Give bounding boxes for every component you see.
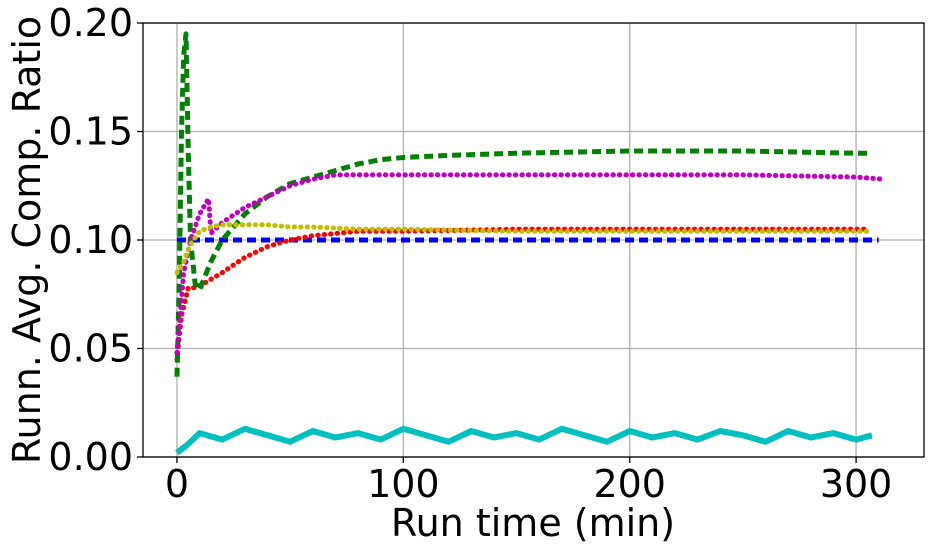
x-tick-label: 100: [367, 462, 440, 506]
y-axis-label: Runn. Avg. Comp. Ratio: [5, 16, 49, 464]
y-tick-label: 0.00: [48, 435, 133, 479]
series-line-1: [175, 425, 873, 456]
y-tick-label: 0.15: [48, 110, 133, 154]
series-line-5: [174, 172, 886, 356]
x-axis-label: Run time (min): [391, 501, 675, 545]
series-group: [174, 31, 886, 456]
series-line-4: [174, 31, 872, 377]
y-tick-label: 0.20: [48, 1, 133, 45]
x-axis: 0 100 200 300: [165, 457, 892, 506]
x-tick-label: 200: [593, 462, 666, 506]
y-axis: 0.00 0.05 0.10 0.15 0.20: [48, 1, 143, 479]
y-tick-label: 0.05: [48, 327, 133, 371]
x-tick-label: 300: [820, 462, 893, 506]
series-line-6: [174, 222, 870, 276]
series-line-3: [174, 226, 870, 362]
y-tick-label: 0.10: [48, 218, 133, 262]
x-tick-label: 0: [165, 462, 189, 506]
